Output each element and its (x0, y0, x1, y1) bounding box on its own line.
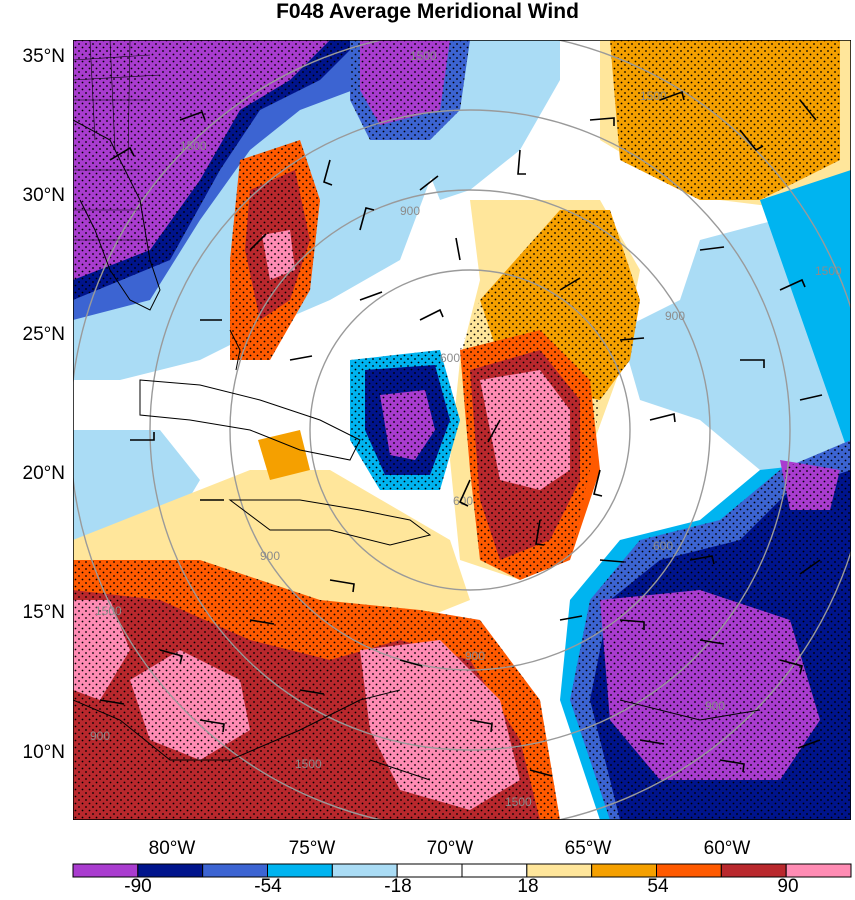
longitude-axis: 80°W 75°W 70°W 65°W 60°W (149, 838, 751, 859)
colorbar-tick-label: 54 (647, 876, 669, 897)
contour-label: 900 (90, 729, 110, 743)
latitude-label: 35°N (23, 46, 65, 67)
contour-label: 600 (653, 539, 673, 553)
latitude-label: 25°N (23, 324, 65, 345)
contour-label: 1500 (95, 604, 122, 618)
colorbar-tick-label: 90 (777, 876, 798, 897)
height-contours (73, 40, 851, 820)
colorbar-labels: -90 -54 -18 18 54 90 (124, 876, 798, 897)
contour-label: 900 (400, 204, 420, 218)
map-title: F048 Average Meridional Wind (276, 0, 579, 23)
latitude-label: 20°N (23, 463, 65, 484)
longitude-label: 65°W (565, 838, 612, 859)
longitude-label: 70°W (427, 838, 474, 859)
contour-label: 1500 (180, 139, 207, 153)
contour-label: 900 (705, 699, 725, 713)
contour-label: 900 (465, 649, 485, 663)
contour-label: 1500 (640, 89, 667, 103)
contour-label: 1500 (295, 757, 322, 771)
longitude-label: 60°W (704, 838, 751, 859)
contour-label: 1500 (410, 49, 437, 63)
colorbar-tick-label: -54 (254, 876, 282, 897)
contour-label: 600 (453, 494, 473, 508)
colorbar-tick-label: 18 (517, 876, 538, 897)
latitude-label: 10°N (23, 742, 65, 763)
map-panel: 1500 1500 1500 900 900 900 900 600 600 6… (73, 40, 851, 820)
contour-label: 1500 (505, 795, 532, 809)
state-boundaries (73, 40, 161, 241)
longitude-label: 75°W (289, 838, 336, 859)
longitude-label: 80°W (149, 838, 196, 859)
latitude-axis: 35°N 30°N 25°N 20°N 15°N 10°N (23, 46, 65, 763)
colorbar-tick-label: -18 (384, 876, 411, 897)
latitude-label: 15°N (23, 602, 65, 623)
contour-label: 1500 (815, 264, 842, 278)
contour-label: 600 (440, 351, 460, 365)
contour-label: 900 (665, 309, 685, 323)
colorbar-swatch (785, 863, 852, 878)
contour-label: 900 (260, 549, 280, 563)
colorbar (72, 863, 852, 878)
latitude-label: 30°N (23, 185, 65, 206)
wind-barbs (99, 90, 823, 777)
colorbar-tick-label: -90 (124, 876, 151, 897)
